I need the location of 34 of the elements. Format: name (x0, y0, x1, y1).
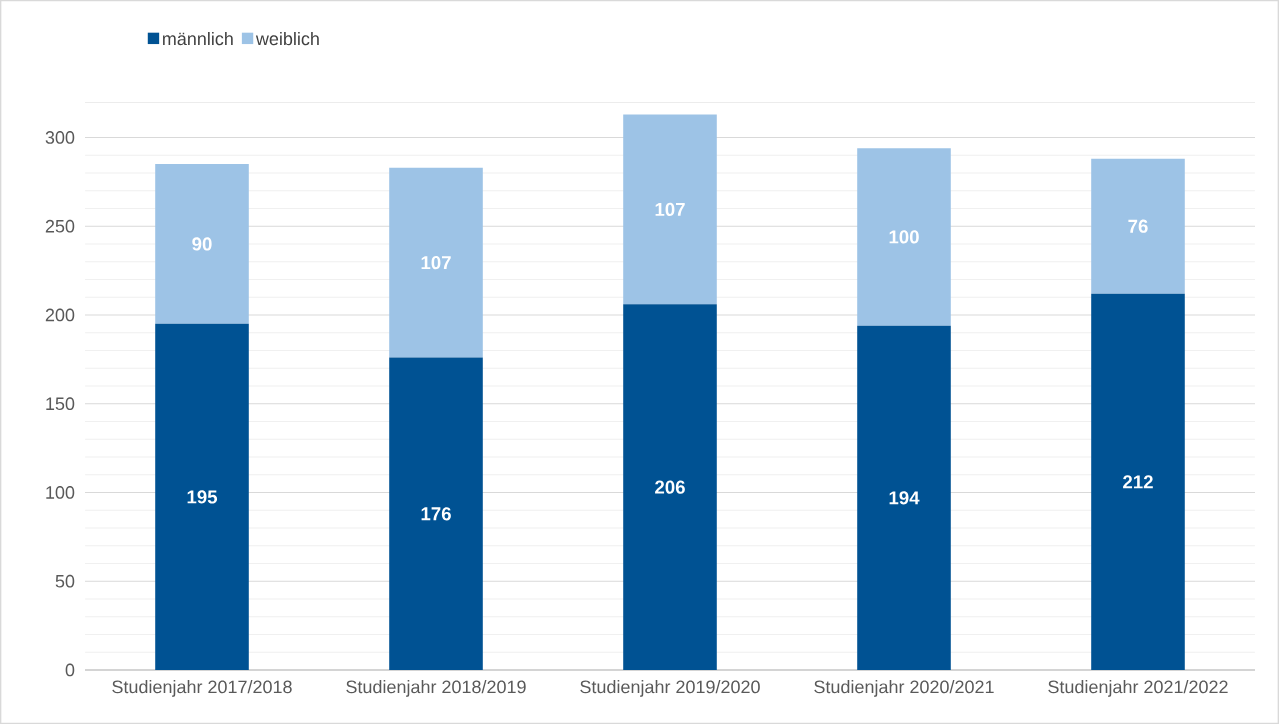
y-tick-label: 250 (45, 219, 75, 233)
bar (155, 164, 249, 324)
data-label: 212 (1123, 475, 1153, 489)
bar (623, 304, 717, 670)
data-label: 76 (1128, 219, 1148, 233)
y-tick-label: 200 (45, 308, 75, 322)
bar (1091, 293, 1185, 670)
y-tick-label: 0 (65, 663, 75, 677)
x-tick-label: Studienjahr 2020/2021 (814, 680, 994, 697)
bar (857, 325, 951, 670)
data-label: 100 (889, 230, 919, 244)
legend-label: männlich (163, 31, 233, 46)
data-label: 195 (187, 490, 218, 504)
y-tick-label: 150 (46, 397, 75, 411)
data-label: 206 (655, 480, 685, 494)
y-tick-label: 50 (55, 574, 75, 588)
x-tick-label: Studienjahr 2019/2020 (580, 680, 760, 697)
data-label: 107 (655, 202, 685, 216)
x-tick-label: Studienjahr 2017/2018 (112, 680, 292, 697)
y-tick-label: 100 (46, 486, 75, 499)
data-label: 194 (889, 491, 920, 505)
data-label: 90 (192, 237, 212, 251)
y-tick-label: 300 (45, 131, 75, 144)
legend-label: weiblich (255, 31, 319, 46)
bar (1091, 158, 1185, 294)
data-label: 176 (421, 507, 451, 521)
bar (857, 148, 951, 326)
x-tick-label: Studienjahr 2018/2019 (346, 680, 526, 697)
x-tick-label: Studienjahr 2021/2022 (1048, 680, 1228, 697)
bar (155, 323, 249, 670)
bar (389, 167, 483, 358)
bar (623, 114, 717, 305)
bar (389, 357, 483, 670)
data-label: 107 (421, 256, 451, 270)
